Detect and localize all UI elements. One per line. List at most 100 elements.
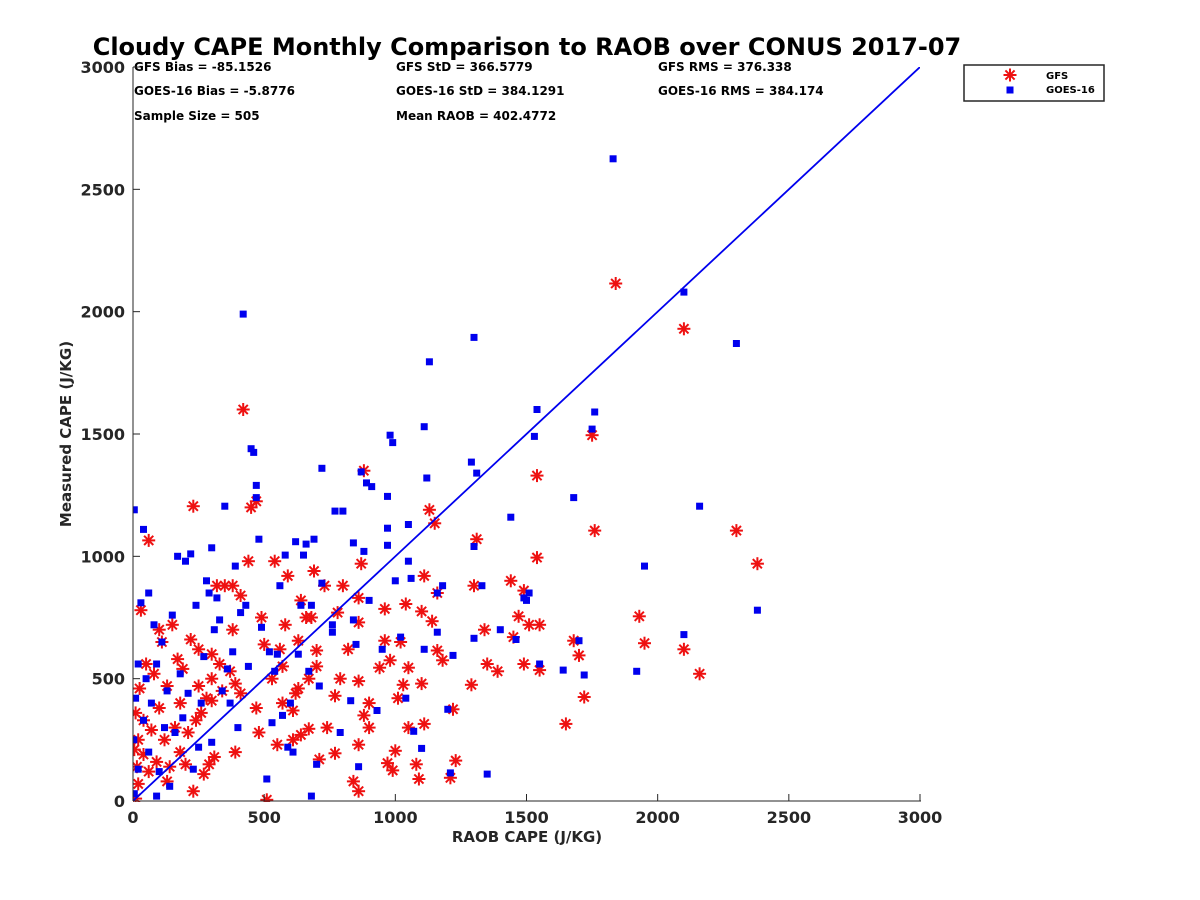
goes16-point <box>161 724 168 732</box>
gfs-point <box>289 686 303 700</box>
goes16-point <box>242 601 250 609</box>
goes16-point <box>355 763 363 771</box>
goes16-point <box>197 699 205 707</box>
gfs-point <box>388 744 402 758</box>
data-points-layer <box>133 155 764 802</box>
gfs-point <box>464 678 478 692</box>
goes16-point <box>588 425 596 433</box>
gfs-point <box>197 767 211 781</box>
goes16-point <box>182 557 189 565</box>
goes16-point <box>580 671 588 679</box>
goes16-point <box>174 552 182 560</box>
x-tick-label: 1000 <box>373 808 418 827</box>
y-tick-label: 2000 <box>80 303 125 322</box>
goes16-point <box>200 653 208 661</box>
goes16-point <box>313 760 321 768</box>
gfs-point <box>281 569 295 583</box>
legend: GFS GOES-16 <box>963 64 1105 102</box>
goes16-point <box>205 589 213 597</box>
goes16-point <box>339 507 347 515</box>
x-tick-label: 3000 <box>898 808 943 827</box>
goes16-point <box>153 792 161 800</box>
gfs-point <box>142 533 156 547</box>
gfs-point <box>396 678 410 692</box>
gfs-point <box>415 677 429 691</box>
goes16-point <box>328 628 336 636</box>
x-tick-label: 0 <box>127 808 138 827</box>
gfs-point <box>173 696 187 710</box>
goes16-point <box>133 506 138 514</box>
goes16-point <box>404 557 412 565</box>
gfs-point <box>276 696 289 710</box>
goes16-point <box>286 699 294 707</box>
goes16-point <box>696 502 704 510</box>
gfs-point <box>386 763 400 777</box>
gfs-point <box>186 499 200 513</box>
gfs-point <box>357 708 371 722</box>
goes16-point <box>347 697 355 705</box>
gfs-point <box>409 757 423 771</box>
gfs-point <box>362 721 376 735</box>
goes16-point <box>470 543 478 550</box>
goes16-point <box>633 667 641 675</box>
gfs-point <box>632 609 646 623</box>
x-tick-label: 500 <box>247 808 280 827</box>
gfs-point <box>336 579 350 593</box>
gfs-point <box>137 748 150 761</box>
legend-label-goes16: GOES-16 <box>1046 85 1095 96</box>
goes16-point <box>420 645 428 653</box>
reference-line-layer <box>133 67 920 802</box>
gfs-point <box>373 661 387 675</box>
gfs-point <box>530 469 544 483</box>
goes16-point <box>258 623 265 631</box>
gfs-point <box>192 679 206 693</box>
goes16-point <box>192 601 200 609</box>
goes16-point <box>239 310 247 318</box>
goes16-point <box>305 667 313 675</box>
goes16-point <box>384 492 391 500</box>
goes16-point <box>507 513 515 521</box>
gfs-point <box>260 793 274 802</box>
gfs-point <box>147 667 161 681</box>
goes16-point <box>134 660 142 668</box>
goes16-point <box>420 423 428 431</box>
gfs-point <box>750 557 764 571</box>
gfs-point <box>186 784 200 798</box>
goes16-point <box>279 711 286 719</box>
gfs-point <box>249 701 263 715</box>
gfs-point <box>352 738 366 752</box>
gfs-point <box>577 690 591 704</box>
goes16-point <box>439 582 447 590</box>
legend-marker-goes16 <box>1006 86 1014 94</box>
goes16-point <box>134 765 142 773</box>
goes16-point <box>402 694 410 702</box>
goes16-point <box>444 705 452 713</box>
goes16-point <box>307 792 315 800</box>
goes16-point <box>166 782 174 790</box>
goes16-point <box>231 562 239 570</box>
gfs-point <box>517 657 531 671</box>
stat-goes16-std: GOES-16 StD = 384.1291 <box>396 84 565 98</box>
gfs-point <box>234 589 248 602</box>
gfs-point <box>638 636 651 650</box>
goes16-point <box>208 738 216 746</box>
goes16-point <box>171 729 179 736</box>
gfs-point <box>133 743 141 757</box>
gfs-point <box>354 557 368 571</box>
legend-box <box>963 64 1105 102</box>
gfs-point <box>299 611 313 624</box>
goes16-point <box>210 626 218 634</box>
gfs-point <box>401 661 415 675</box>
goes16-point <box>423 474 431 482</box>
goes16-point <box>208 544 216 552</box>
goes16-point <box>391 577 399 585</box>
gfs-point <box>677 322 691 336</box>
y-tick-label: 2500 <box>80 180 125 199</box>
goes16-point <box>397 633 405 641</box>
goes16-point <box>433 628 441 636</box>
goes16-point <box>158 638 166 646</box>
x-axis-label: RAOB CAPE (J/KG) <box>452 828 602 846</box>
goes16-point <box>195 743 203 751</box>
goes16-point <box>252 481 260 489</box>
gfs-point <box>417 569 431 583</box>
